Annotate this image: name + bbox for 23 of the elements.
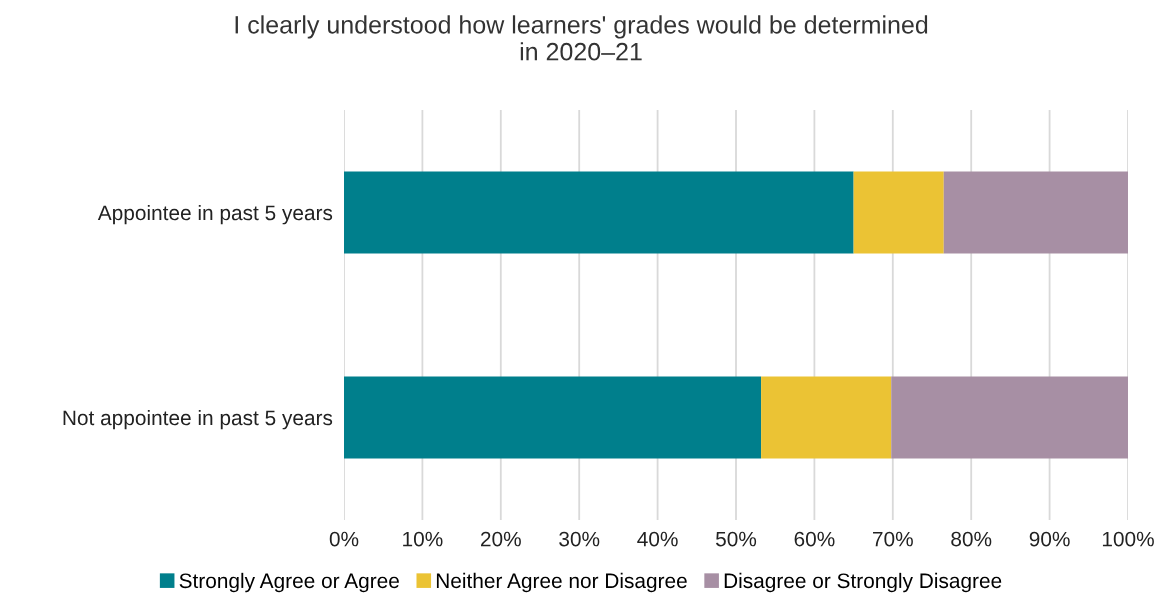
x-tick-label: 90% (1029, 531, 1070, 547)
legend-label: Disagree or Strongly Disagree (724, 572, 1002, 593)
legend-label: Strongly Agree or Agree (179, 572, 399, 593)
x-tick-label: 0% (329, 531, 359, 547)
chart-title: I clearly understood how learners' grades would be determined in 2020–21 (235, 15, 928, 61)
bar (891, 376, 1128, 459)
bar (344, 171, 854, 254)
x-tick-label: 30% (559, 531, 600, 547)
x-tick-label: 60% (794, 531, 835, 547)
x-tick-label: 80% (951, 531, 992, 547)
bar (761, 376, 892, 459)
x-tick-label: 70% (873, 531, 913, 547)
x-tick-label: 10% (403, 531, 443, 547)
x-tick-label: 100% (1102, 531, 1154, 547)
x-tick-label: 50% (715, 531, 757, 547)
y-tick-label: Not appointee in past 5 years (63, 409, 333, 430)
x-tick-label: 40% (637, 531, 678, 547)
bar (344, 376, 762, 459)
y-tick-label: Appointee in past 5 years (97, 204, 333, 225)
x-tick-label: 20% (481, 531, 521, 547)
bar (943, 171, 1128, 254)
legend-label: Neither Agree nor Disagree (436, 572, 687, 593)
bar (853, 171, 944, 254)
